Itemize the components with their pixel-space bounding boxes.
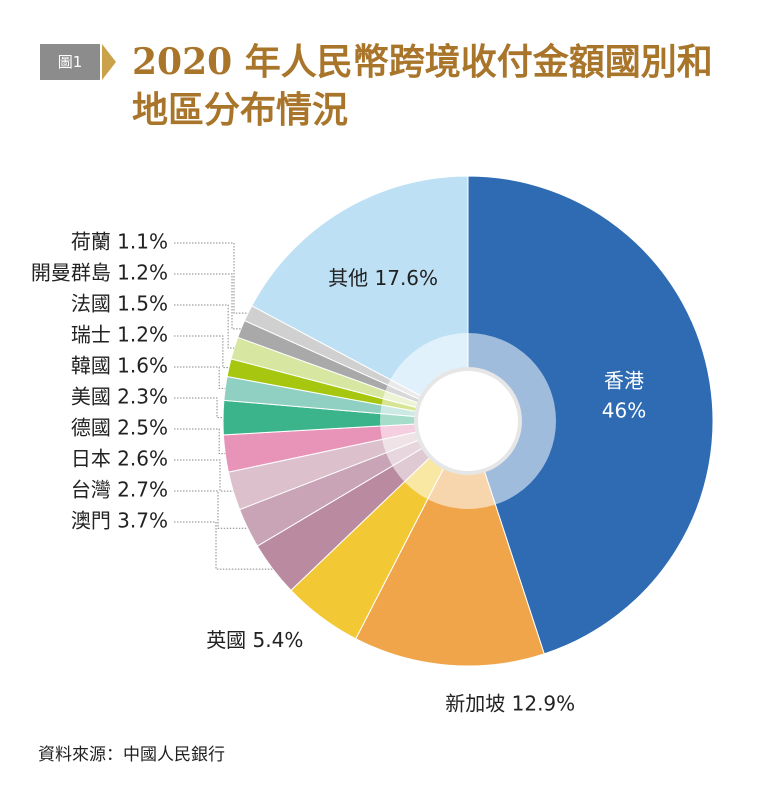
slice-label: 韓國 1.6% (71, 354, 168, 378)
badge-arrow-icon (102, 44, 116, 80)
leader-line (174, 459, 234, 492)
slice-label: 其他 17.6% (328, 266, 438, 290)
leader-line (174, 304, 235, 349)
data-label: 46% (602, 399, 646, 423)
leader-line (174, 428, 226, 455)
center-hole (418, 371, 518, 471)
slice-label: 台灣 2.7% (71, 478, 168, 502)
leader-line (174, 490, 248, 529)
slice-label: 新加坡 12.9% (445, 692, 575, 716)
slice-label: 美國 2.3% (71, 385, 168, 409)
leader-line (174, 242, 249, 314)
leader-line (174, 521, 273, 570)
slice-label: 瑞士 1.2% (71, 323, 168, 347)
slice-label: 澳門 3.7% (71, 509, 168, 533)
leader-line (174, 397, 224, 419)
slice-label-name: 香港 (604, 369, 644, 393)
figure-header: 圖1 2020 年人民幣跨境收付金額國別和地區分布情況 (40, 38, 740, 148)
figure-number: 圖1 (40, 44, 100, 80)
chart-title: 2020 年人民幣跨境收付金額國別和地區分布情況 (132, 41, 713, 131)
slice-label: 英國 5.4% (206, 628, 303, 652)
slice-label: 開曼群島 1.2% (31, 261, 168, 285)
leader-line (174, 273, 241, 330)
leader-line (174, 366, 226, 389)
slice-label: 德國 2.5% (71, 416, 168, 440)
slice-label: 法國 1.5% (71, 292, 168, 316)
pie-slice-1 (467, 175, 714, 655)
leader-line (174, 335, 229, 369)
pie-slice-2 (355, 419, 545, 667)
slice-label: 日本 2.6% (71, 447, 168, 471)
source-note: 資料來源：中國人民銀行 (38, 745, 225, 765)
slice-label: 荷蘭 1.1% (71, 230, 168, 254)
